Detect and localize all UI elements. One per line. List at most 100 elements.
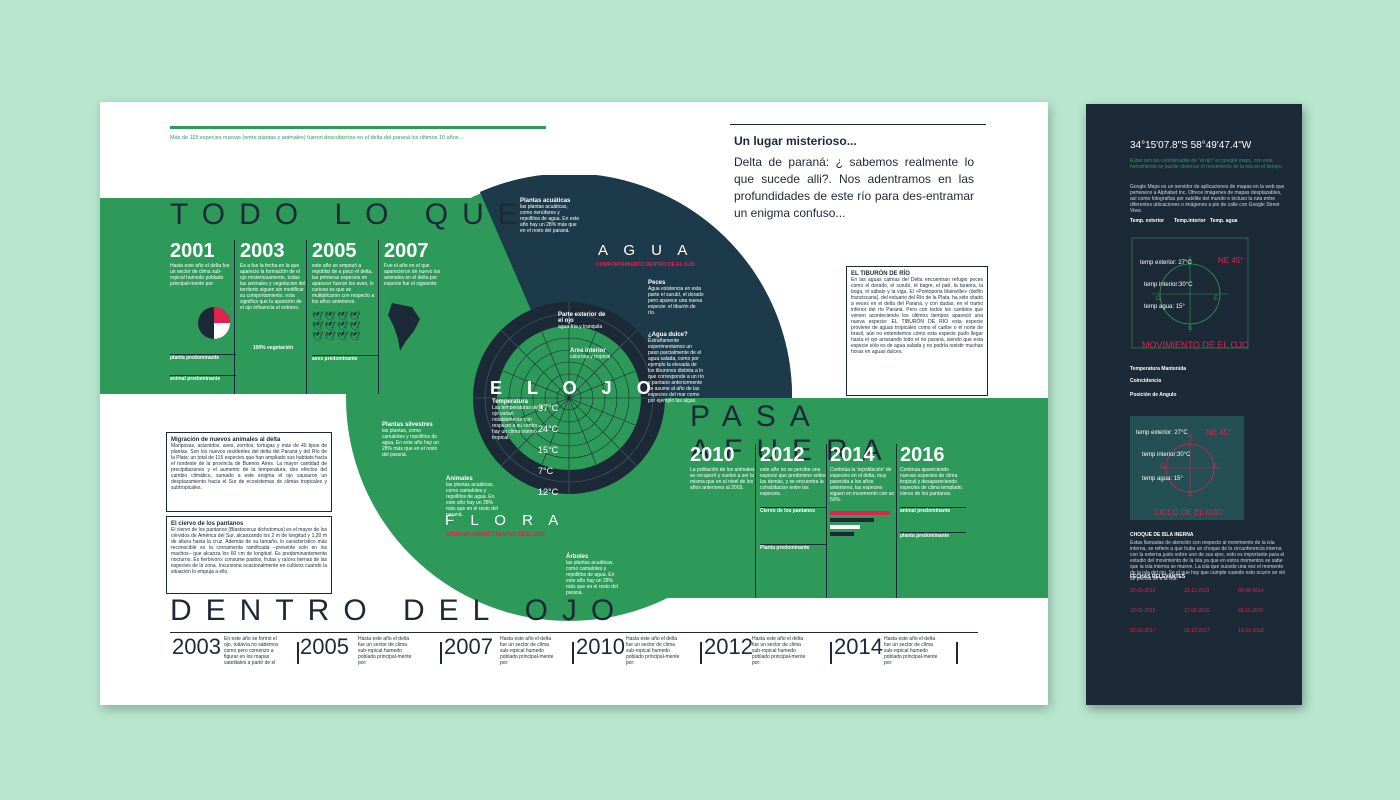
year-text: La población de los animales se recuperó… bbox=[690, 467, 755, 491]
timeline-divider bbox=[956, 642, 958, 664]
year-label: 2007 bbox=[384, 240, 429, 262]
year-label: 2012 bbox=[760, 444, 805, 466]
date-item: 23-11-2013 bbox=[1184, 588, 1210, 594]
timeline-rule bbox=[170, 632, 978, 633]
diag2-caption: CICLO DE EL OJO bbox=[1154, 508, 1223, 517]
compass-n: N bbox=[1188, 434, 1193, 440]
gmaps-text: Google Maps es un servidor de aplicacion… bbox=[1130, 184, 1285, 214]
year-text: Fue el año en el que aparecieron de nuev… bbox=[384, 263, 441, 287]
date-item: 09-08-2014 bbox=[1238, 588, 1264, 594]
choque-text: Estas llamadas de atención con respecto … bbox=[1130, 540, 1286, 582]
ciervo-box: El ciervo de los pantanos El ciervo de l… bbox=[166, 516, 332, 594]
year-label: 2001 bbox=[170, 240, 215, 262]
year-text: este año no se percibe una especie que p… bbox=[760, 467, 826, 497]
col-divider bbox=[826, 444, 827, 598]
species-pie-chart bbox=[198, 307, 230, 339]
date-item: 15-10-2017 bbox=[1184, 628, 1210, 634]
intro-title: Un lugar misterioso... bbox=[734, 134, 857, 148]
plantas-acuaticas-block: Plantas acuáticas las plantas acuáticas,… bbox=[520, 198, 580, 234]
planta-predominante-label: planta predominante bbox=[170, 354, 236, 361]
temp-value: 24°C bbox=[538, 424, 559, 434]
compass-s: S bbox=[1188, 492, 1193, 498]
year-text: este año se empezó a repoblar de a poco … bbox=[312, 263, 375, 305]
intro-text: Delta de paraná: ¿ sabemos realmente lo … bbox=[734, 155, 974, 220]
date-item: 13-03-2018 bbox=[1238, 628, 1264, 634]
plantas-silvestres-block: Plantas silvestres las plantas, como cam… bbox=[382, 422, 442, 458]
temp-value: 15°C bbox=[538, 445, 559, 455]
col-divider bbox=[378, 240, 379, 394]
coordinates: 34°15'07.8"S 58°49'47.4"W bbox=[1130, 140, 1252, 151]
date-item: 17-08-2016 bbox=[1184, 608, 1210, 614]
timeline-year: 2005 bbox=[300, 634, 349, 659]
date-item: 10-01-2015 bbox=[1130, 608, 1156, 614]
year-text: Continúa la 'repoblación' de especies en… bbox=[830, 467, 895, 503]
compass-e: E bbox=[1214, 464, 1219, 470]
flora-label: F L O R A bbox=[445, 512, 565, 529]
timeline-year: 2012 bbox=[704, 634, 753, 659]
diag1-int: temp interior:30°C bbox=[1144, 282, 1193, 288]
heading-todo-lo-que: TODO LO QUE bbox=[170, 198, 532, 231]
parte-exterior-sub: agua fría y tranquila bbox=[558, 324, 603, 330]
side-panel: 34°15'07.8"S 58°49'47.4"W Estas son las … bbox=[1086, 104, 1302, 705]
diag1-caption: MOVIMIENTO DE EL OJO bbox=[1142, 340, 1250, 350]
diag2-ext: temp exterior: 27°C bbox=[1136, 430, 1188, 436]
diag1-ext: temp exterior: 27°C bbox=[1140, 260, 1192, 266]
compass-n: N bbox=[1188, 260, 1193, 266]
year-col-2005: 2005 este año se empezó a repoblar de a … bbox=[312, 240, 378, 362]
temp-value: 12°C bbox=[538, 487, 559, 497]
timeline-text: Hasta este año el delta fue un sector de… bbox=[358, 636, 412, 666]
peces-title: Peces bbox=[648, 280, 666, 286]
topline-text: Más de 115 especies nuevas (entre planta… bbox=[170, 135, 465, 141]
label-coincidencia: Coincidencia bbox=[1130, 378, 1162, 384]
coords-text: Estas son las coordenadas de "el ojo" en… bbox=[1130, 158, 1283, 170]
timeline-year: 2007 bbox=[444, 634, 493, 659]
agua-sublabel: COMPORTAMIENTO DENTRO DE EL OJO bbox=[596, 262, 695, 268]
compass-e: E bbox=[1214, 296, 1219, 302]
bird-icons: 🕊🕊🕊🕊 🕊🕊🕊🕊 🕊🕊🕊🕊 bbox=[312, 311, 362, 341]
agua-dulce-title: ¿Agua dulce? bbox=[648, 332, 688, 338]
header-temp-interior: Temp.interior bbox=[1174, 218, 1206, 224]
eye-circle-graphic bbox=[346, 175, 792, 621]
fechas-title: FECHAS RELEVANTES bbox=[1130, 574, 1186, 580]
compass-diagram-1 bbox=[1131, 237, 1249, 349]
timeline-text: En este año se formó el ojo. todavía no … bbox=[224, 636, 279, 666]
timeline-year: 2010 bbox=[576, 634, 625, 659]
arboles-block: Árboles las plantas acuáticas, como cama… bbox=[566, 554, 622, 596]
temperatura-title: Temperatura bbox=[492, 399, 528, 405]
date-item: 28-11-2016 bbox=[1238, 608, 1264, 614]
temp-value: 37°C bbox=[538, 403, 559, 413]
diag2-agua: temp agua: 15° bbox=[1142, 476, 1183, 482]
year-col-2003: 2003 Es a fue la fecha en la que apareci… bbox=[240, 240, 306, 351]
plantas-acuaticas-text: las plantas acuáticas, como nenúfares y … bbox=[520, 204, 580, 234]
plantas-acuaticas-title: Plantas acuáticas bbox=[520, 198, 571, 204]
south-america-map-icon bbox=[388, 303, 420, 351]
tiburon-title: EL TIBURÓN DE RÍO bbox=[851, 271, 910, 277]
year-label: 2005 bbox=[312, 240, 357, 262]
compass-o: O bbox=[1156, 296, 1161, 302]
eye-grid bbox=[497, 326, 641, 470]
planta-predominante-label: Planta predominante bbox=[760, 544, 826, 551]
agua-dulce-text: Estrañamente experimentamos un paso parc… bbox=[648, 338, 704, 404]
year-text: Hasta este año el delta fue un sector de… bbox=[170, 263, 230, 287]
migracion-title: Migración de nuevos animales al delta bbox=[171, 437, 281, 443]
arboles-text: las plantas acuáticas, como camalotes y … bbox=[566, 560, 618, 596]
ciervo-label: Ciervo de los pantanos bbox=[760, 507, 826, 514]
parte-exterior-title: Parte exterior de el ojo bbox=[558, 312, 606, 324]
timeline-divider bbox=[572, 642, 574, 664]
header-temp-agua: Temp. agua bbox=[1210, 218, 1238, 224]
animal-predominante-label: animal predominante bbox=[170, 375, 236, 382]
migracion-box: Migración de nuevos animales al delta Ma… bbox=[166, 432, 332, 512]
temperatura-block: Temperatura Las temperaturas de el ojo v… bbox=[492, 399, 544, 441]
infographic-poster: Más de 115 especies nuevas (entre planta… bbox=[100, 102, 1048, 705]
year-col-2007: 2007 Fue el año en el que aparecieron de… bbox=[384, 240, 450, 358]
diag2-dir: NE 45° bbox=[1206, 428, 1232, 437]
diag1-dir: NE 45° bbox=[1218, 256, 1244, 265]
intro-rule bbox=[730, 124, 986, 125]
year-label: 2010 bbox=[690, 444, 735, 466]
aves-predominante-label: aves predominante bbox=[312, 355, 378, 362]
temp-value: 7°C bbox=[538, 466, 554, 476]
timeline-text: Hasta este año el delta fue un sector de… bbox=[752, 636, 806, 666]
year-col-2012: 2012 este año no se percibe una especie … bbox=[760, 444, 826, 551]
timeline-year: 2003 bbox=[172, 634, 221, 659]
animales-text: las plantas acuáticas, como camalotes y … bbox=[446, 482, 498, 518]
